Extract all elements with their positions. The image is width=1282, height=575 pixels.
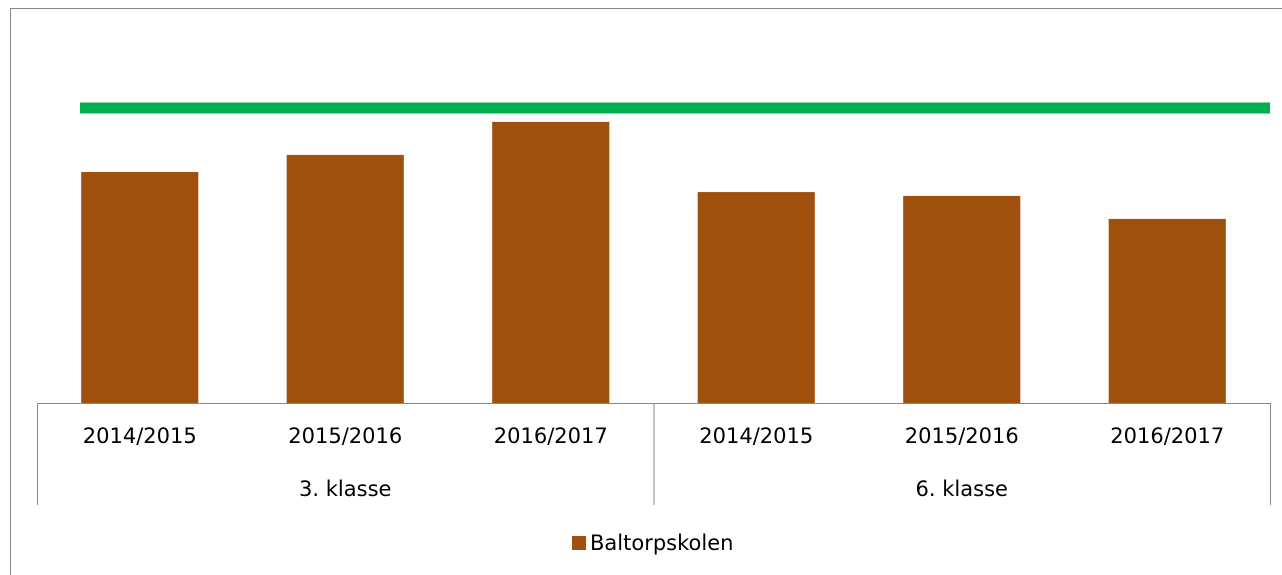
bar [286,154,404,403]
group-label: 6. klasse [916,477,1008,501]
x-tick-label: 2016/2017 [494,424,608,448]
legend-swatch [572,536,586,550]
legend-label: Baltorpskolen [590,531,733,555]
bar [1108,218,1226,403]
x-tick-label: 2015/2016 [288,424,402,448]
x-tick-label: 2016/2017 [1110,424,1224,448]
bar [492,121,610,404]
x-tick-label: 2014/2015 [83,424,197,448]
x-tick-label: 2014/2015 [699,424,813,448]
group-label: 3. klasse [299,477,391,501]
bar [81,172,199,403]
bar [903,195,1021,403]
bar [697,192,815,403]
x-tick-label: 2015/2016 [905,424,1019,448]
